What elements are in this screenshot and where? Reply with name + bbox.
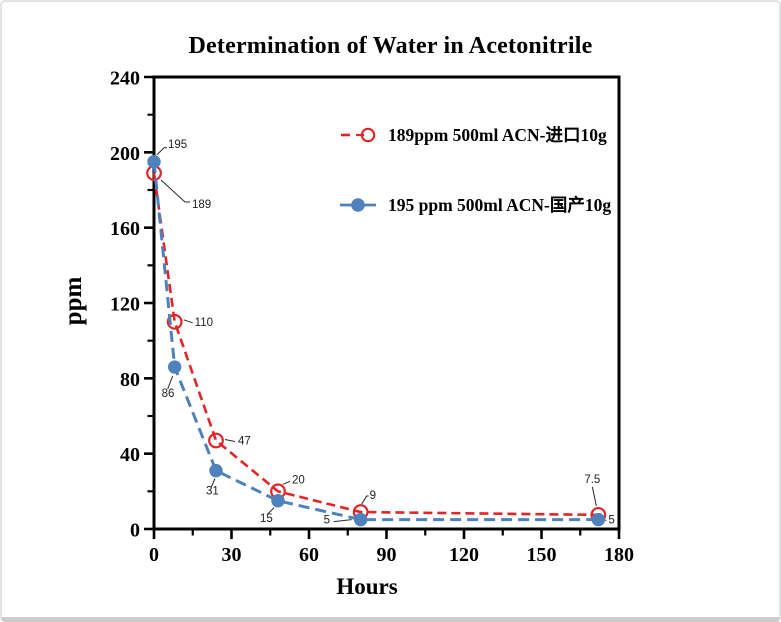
legend-label-imported: 189ppm 500ml ACN-进口10g bbox=[388, 125, 607, 145]
data-point-label: 15 bbox=[260, 513, 273, 525]
y-tick-label: 200 bbox=[110, 143, 140, 165]
x-tick-label: 180 bbox=[604, 544, 634, 566]
x-tick-label: 90 bbox=[377, 544, 397, 566]
data-point-filled-circle bbox=[147, 155, 161, 169]
data-point-filled-circle bbox=[591, 512, 606, 527]
legend-item-domestic: 195 ppm 500ml ACN-国产10g bbox=[340, 192, 611, 217]
data-point-filled-circle bbox=[353, 512, 368, 527]
data-point-label: 5 bbox=[324, 515, 330, 527]
y-tick-label: 0 bbox=[130, 520, 140, 542]
series-1-line bbox=[152, 161, 599, 522]
data-point-label: 86 bbox=[162, 388, 175, 400]
data-point-open-circle bbox=[208, 432, 224, 449]
data-point-label: 189 bbox=[192, 199, 211, 211]
series-1-point-labels: 195 86 31 15 5 5 bbox=[156, 139, 615, 527]
x-axis-label: Hours bbox=[336, 574, 398, 599]
data-point-label: 20 bbox=[292, 474, 305, 486]
data-point-label: 7.5 bbox=[584, 474, 600, 486]
dashed-open-circle-marker-icon bbox=[341, 127, 376, 142]
x-axis-ticks: 0 30 60 90 120 150 180 bbox=[149, 530, 634, 566]
data-point-label: 31 bbox=[206, 486, 219, 498]
data-point-label: 47 bbox=[238, 435, 251, 447]
x-tick-label: 120 bbox=[449, 544, 479, 566]
legend-label-domestic: 195 ppm 500ml ACN-国产10g bbox=[388, 195, 612, 215]
data-point-filled-circle bbox=[209, 463, 223, 478]
series-0-point-labels: 189 110 47 20 9 7.5 bbox=[160, 179, 600, 506]
line-filled-circle-marker-icon bbox=[340, 197, 376, 212]
x-tick-label: 30 bbox=[222, 544, 242, 566]
data-point-label: 9 bbox=[370, 490, 376, 502]
legend-item-imported: 189ppm 500ml ACN-进口10g bbox=[340, 122, 607, 147]
data-point-filled-circle bbox=[271, 494, 285, 508]
data-point-filled-circle bbox=[167, 360, 182, 374]
data-point-open-circle bbox=[166, 313, 183, 330]
series-1-markers bbox=[147, 155, 606, 527]
x-tick-label: 150 bbox=[527, 544, 557, 566]
x-tick-label: 60 bbox=[299, 544, 319, 566]
data-point-label: 5 bbox=[608, 515, 614, 527]
x-tick-label: 0 bbox=[149, 544, 159, 566]
y-tick-label: 40 bbox=[120, 444, 140, 466]
y-tick-label: 160 bbox=[110, 218, 140, 240]
series-0-markers bbox=[146, 165, 607, 523]
plot-frame bbox=[152, 75, 621, 531]
y-tick-label: 80 bbox=[120, 369, 140, 391]
y-axis-ticks: 0 40 80 120 160 200 240 bbox=[110, 68, 153, 542]
series-0-line bbox=[152, 172, 599, 517]
y-tick-label: 120 bbox=[110, 294, 140, 316]
y-axis-label: ppm bbox=[60, 276, 87, 326]
chart-title: Determination of Water in Acetonitrile bbox=[188, 33, 593, 59]
data-point-label: 110 bbox=[195, 317, 213, 329]
y-tick-label: 240 bbox=[110, 68, 140, 90]
data-point-label: 195 bbox=[168, 139, 187, 151]
